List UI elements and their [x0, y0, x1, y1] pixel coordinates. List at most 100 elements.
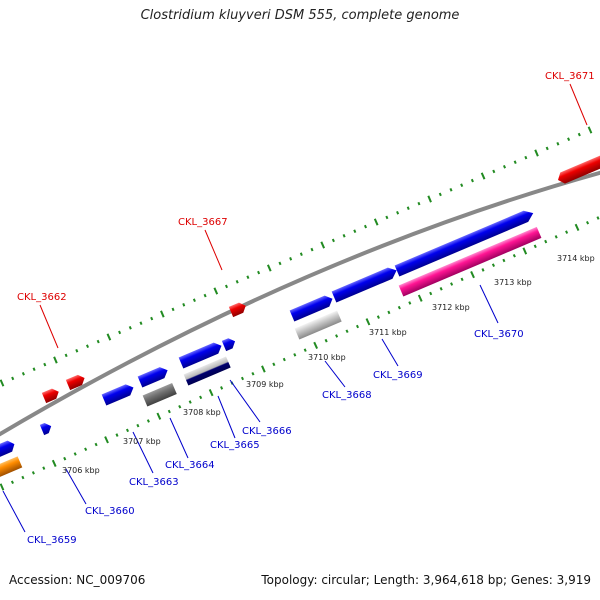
- major-tick: [587, 126, 593, 134]
- leader-line: [569, 83, 588, 126]
- minor-tick: [203, 293, 207, 298]
- minor-tick: [396, 211, 400, 215]
- minor-tick: [376, 315, 380, 319]
- gene-ckl-3663-top[interactable]: [101, 382, 136, 406]
- gene-features: [0, 154, 600, 478]
- gene-ckl-3659[interactable]: [0, 456, 23, 478]
- minor-tick: [355, 324, 360, 329]
- gene-label[interactable]: CKL_3671: [545, 71, 595, 82]
- minor-tick: [533, 244, 537, 249]
- minor-tick: [224, 284, 229, 289]
- gene-ckl-3666-top[interactable]: [178, 340, 224, 369]
- gene-label[interactable]: CKL_3667: [178, 217, 228, 228]
- gene-ckl-3664[interactable]: [142, 382, 177, 407]
- leader-line: [65, 468, 87, 505]
- gene-ckl-3669[interactable]: [331, 265, 399, 303]
- minor-tick: [31, 471, 35, 475]
- gene-label[interactable]: CKL_3663: [129, 477, 179, 488]
- minor-tick: [199, 395, 203, 400]
- major-tick: [261, 365, 266, 373]
- minor-tick: [481, 268, 485, 272]
- minor-tick: [167, 409, 171, 414]
- summary-separator: ;: [503, 573, 511, 587]
- leader-line: [204, 229, 223, 271]
- minor-tick: [502, 165, 507, 169]
- gene-ckl-3666[interactable]: [183, 356, 231, 386]
- gene-ckl-3667[interactable]: [228, 301, 248, 318]
- minor-tick: [257, 270, 261, 275]
- major-tick: [266, 264, 272, 272]
- leader-line: [132, 431, 154, 474]
- major-tick: [208, 388, 214, 397]
- minor-tick: [63, 456, 67, 461]
- minor-tick: [115, 433, 119, 437]
- summary-separator: ;: [365, 573, 374, 587]
- minor-tick: [10, 480, 15, 485]
- minor-tick: [299, 252, 303, 256]
- scale-label: 3709 kbp: [246, 380, 284, 389]
- leader-line: [381, 338, 399, 367]
- gene-ckl-3662b[interactable]: [65, 373, 87, 391]
- gene-ckl-3668[interactable]: [294, 310, 342, 340]
- gene-label[interactable]: CKL_3670: [474, 329, 524, 340]
- genes-count-text: Genes: 3,919: [510, 573, 591, 587]
- major-tick: [53, 356, 58, 364]
- minor-tick: [545, 146, 549, 151]
- length-text: Length: 3,964,618 bp: [373, 573, 503, 587]
- gene-ckl-3670[interactable]: [398, 226, 542, 297]
- gene-ckl-3660[interactable]: [39, 421, 54, 436]
- gene-label[interactable]: CKL_3659: [27, 535, 77, 546]
- leader-line: [169, 417, 189, 459]
- minor-tick: [136, 423, 140, 428]
- scale-label: 3711 kbp: [369, 328, 407, 337]
- minor-tick: [513, 160, 517, 164]
- scale-ticks: [0, 126, 600, 491]
- minor-tick: [64, 353, 68, 358]
- gene-ckl-3665-top[interactable]: [221, 336, 237, 352]
- gene-label[interactable]: CKL_3660: [85, 506, 135, 517]
- gene-ckl-3668-top[interactable]: [289, 293, 335, 322]
- minor-tick: [96, 339, 100, 344]
- scale-label: 3713 kbp: [494, 278, 532, 287]
- gene-label[interactable]: CKL_3664: [165, 460, 215, 471]
- leader-line: [217, 395, 236, 439]
- leader-line: [229, 379, 261, 423]
- minor-tick: [42, 466, 46, 470]
- minor-tick: [470, 178, 474, 183]
- minor-tick: [192, 298, 196, 302]
- major-tick: [156, 412, 162, 420]
- gene-ckl-3664-top[interactable]: [137, 365, 170, 388]
- minor-tick: [21, 372, 25, 376]
- gene-label[interactable]: CKL_3665: [210, 440, 260, 451]
- minor-tick: [438, 192, 442, 197]
- minor-tick: [577, 132, 581, 137]
- scale-label: 3708 kbp: [183, 408, 221, 417]
- gene-ckl-3671[interactable]: [556, 154, 600, 186]
- major-tick: [365, 318, 371, 326]
- minor-tick: [596, 216, 600, 220]
- gene-label[interactable]: CKL_3662: [17, 292, 67, 303]
- gene-ckl-3670-main[interactable]: [394, 208, 536, 277]
- minor-tick: [178, 404, 182, 409]
- major-tick: [160, 310, 165, 318]
- minor-tick: [406, 206, 410, 210]
- minor-tick: [387, 310, 391, 315]
- major-tick: [373, 218, 379, 226]
- gene-ckl-3662[interactable]: [41, 387, 61, 404]
- major-tick: [320, 241, 326, 249]
- minor-tick: [363, 224, 368, 229]
- scale-label: 3712 kbp: [432, 303, 470, 312]
- scale-label: 3710 kbp: [308, 353, 346, 362]
- gene-label[interactable]: CKL_3666: [242, 426, 292, 437]
- major-tick: [470, 270, 475, 279]
- minor-tick: [84, 447, 88, 452]
- minor-tick: [278, 261, 282, 266]
- gene-ckl-3659-top[interactable]: [0, 439, 17, 458]
- gene-label[interactable]: CKL_3669: [373, 370, 423, 381]
- major-tick: [106, 333, 112, 341]
- gene-label[interactable]: CKL_3668: [322, 390, 372, 401]
- major-tick: [104, 436, 109, 444]
- minor-tick: [450, 282, 454, 286]
- minor-tick: [567, 137, 571, 141]
